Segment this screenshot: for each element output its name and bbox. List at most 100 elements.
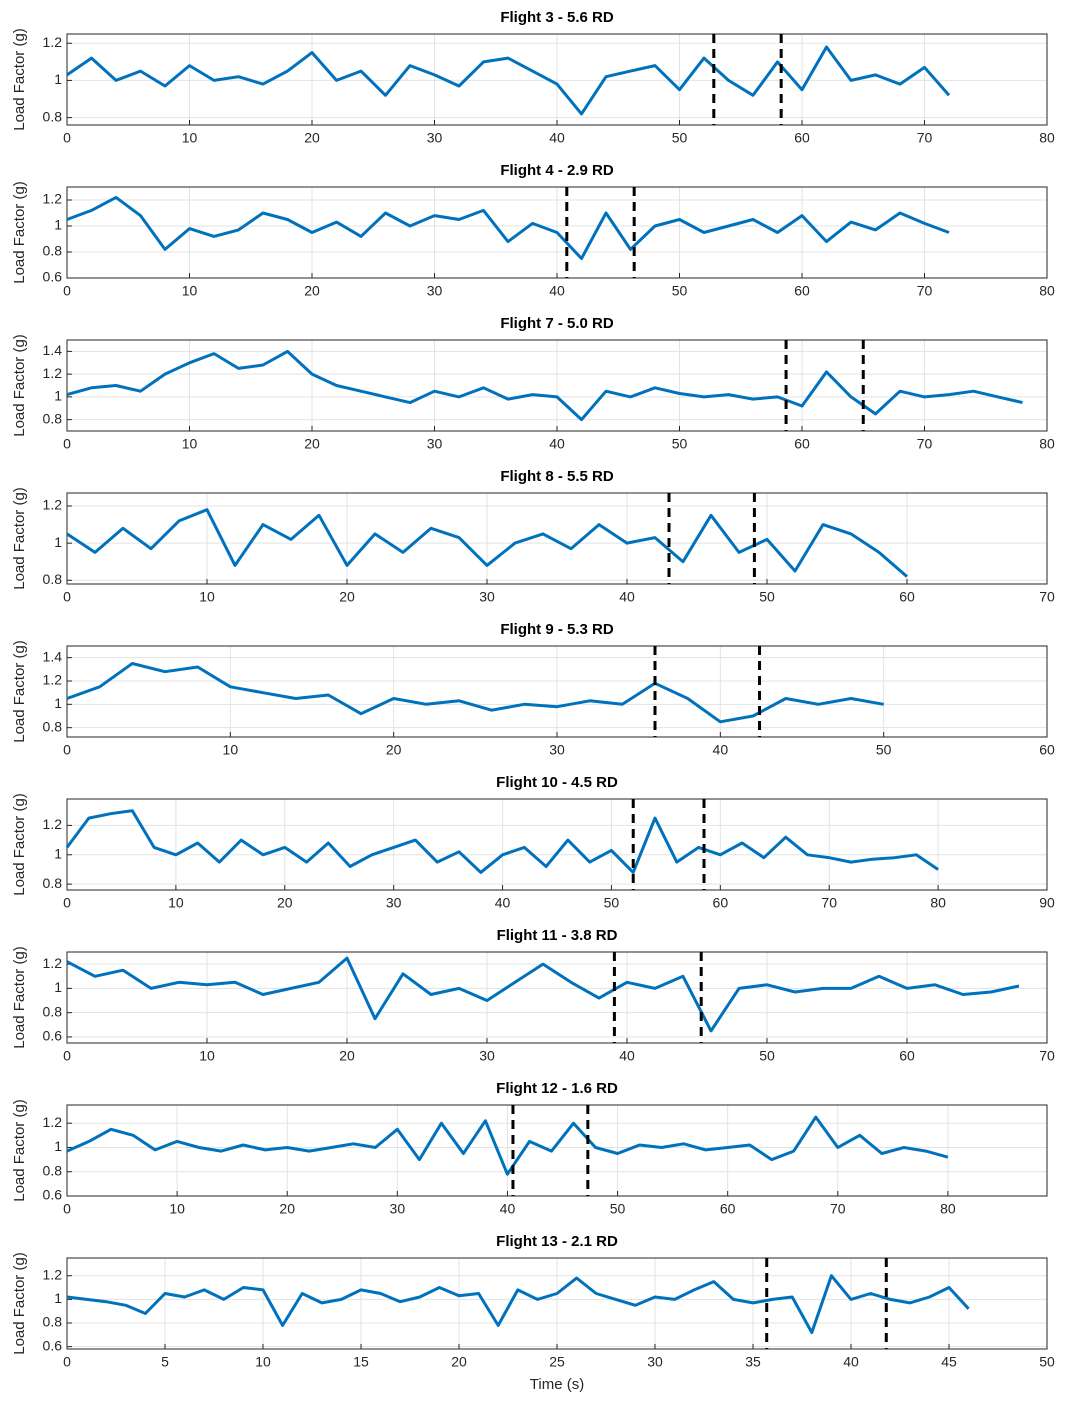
x-tick-label: 30	[647, 1354, 663, 1370]
x-tick-label: 20	[386, 742, 402, 758]
y-tick-label: 0.8	[43, 1003, 63, 1019]
x-tick-label: 70	[917, 436, 933, 452]
x-tick-label: 0	[63, 130, 71, 146]
x-tick-label: 0	[63, 742, 71, 758]
y-tick-label: 1.2	[43, 365, 63, 381]
x-tick-label: 20	[304, 283, 320, 299]
y-axis-label: Load Factor (g)	[11, 334, 28, 437]
y-axis-label: Load Factor (g)	[11, 28, 28, 131]
x-tick-label: 50	[610, 1201, 626, 1217]
data-line	[66, 508, 908, 578]
y-axis-label: Load Factor (g)	[11, 793, 28, 896]
y-tick-label: 0.8	[43, 875, 63, 891]
y-tick-label: 0.8	[43, 108, 63, 124]
x-tick-label: 15	[353, 1354, 369, 1370]
x-tick-label: 20	[339, 589, 355, 605]
x-tick-label: 10	[199, 589, 215, 605]
y-tick-label: 1.2	[43, 816, 63, 832]
x-tick-label: 30	[479, 589, 495, 605]
x-tick-label: 20	[304, 436, 320, 452]
data-line	[66, 45, 951, 116]
y-tick-label: 1	[54, 534, 62, 550]
x-tick-label: 25	[549, 1354, 565, 1370]
x-tick-label: 60	[899, 1048, 915, 1064]
x-tick-label: 40	[500, 1201, 516, 1217]
axes-box	[66, 951, 1048, 1044]
y-tick-label: 1.2	[43, 34, 63, 50]
y-tick-label: 0.6	[43, 269, 63, 285]
x-tick-label: 80	[1039, 436, 1055, 452]
y-tick-label: 1.2	[43, 955, 63, 971]
y-tick-label: 1.2	[43, 1266, 63, 1282]
y-tick-label: 0.8	[43, 243, 63, 259]
y-tick-label: 1	[54, 695, 62, 711]
y-tick-label: 1	[54, 1290, 62, 1306]
x-tick-label: 10	[168, 895, 184, 911]
y-axis-label: Load Factor (g)	[11, 1252, 28, 1355]
chart-title: Flight 4 - 2.9 RD	[500, 162, 614, 179]
x-tick-label: 50	[672, 436, 688, 452]
axes-box	[66, 798, 1048, 891]
x-tick-label: 10	[199, 1048, 215, 1064]
y-tick-label: 0.8	[43, 1162, 63, 1178]
x-tick-label: 70	[1039, 1048, 1055, 1064]
chart-title: Flight 3 - 5.6 RD	[500, 9, 614, 26]
x-tick-label: 30	[479, 1048, 495, 1064]
x-tick-label: 50	[876, 742, 892, 758]
chart-title: Flight 8 - 5.5 RD	[500, 468, 614, 485]
x-tick-label: 20	[277, 895, 293, 911]
y-tick-label: 1	[54, 1138, 62, 1154]
x-tick-label: 80	[930, 895, 946, 911]
data-line	[66, 956, 1020, 1033]
x-tick-label: 45	[941, 1354, 957, 1370]
chart-title: Flight 13 - 2.1 RD	[496, 1233, 618, 1250]
data-line	[66, 1115, 949, 1176]
x-tick-label: 20	[451, 1354, 467, 1370]
x-tick-label: 80	[1039, 283, 1055, 299]
y-tick-label: 0.8	[43, 718, 63, 734]
y-tick-label: 1.4	[43, 648, 63, 664]
x-tick-label: 0	[63, 1354, 71, 1370]
y-tick-label: 1.2	[43, 1114, 63, 1130]
y-tick-label: 1	[54, 217, 62, 233]
y-tick-label: 1	[54, 979, 62, 995]
x-tick-label: 60	[794, 130, 810, 146]
x-tick-label: 70	[917, 130, 933, 146]
y-axis-label: Load Factor (g)	[11, 1099, 28, 1202]
x-tick-label: 70	[830, 1201, 846, 1217]
x-tick-label: 0	[63, 283, 71, 299]
x-tick-label: 0	[63, 436, 71, 452]
x-tick-label: 10	[169, 1201, 185, 1217]
x-tick-label: 60	[713, 895, 729, 911]
x-tick-label: 60	[899, 589, 915, 605]
x-tick-label: 70	[917, 283, 933, 299]
y-tick-label: 0.6	[43, 1337, 63, 1353]
y-tick-label: 0.6	[43, 1187, 63, 1203]
y-tick-label: 1	[54, 388, 62, 404]
x-tick-label: 30	[386, 895, 402, 911]
y-tick-label: 1	[54, 845, 62, 861]
x-tick-label: 70	[1039, 589, 1055, 605]
data-line	[66, 195, 950, 260]
x-tick-label: 10	[182, 130, 198, 146]
y-tick-label: 1.2	[43, 497, 63, 513]
x-tick-label: 40	[549, 130, 565, 146]
x-tick-label: 30	[549, 742, 565, 758]
x-tick-label: 40	[843, 1354, 859, 1370]
chart-title: Flight 10 - 4.5 RD	[496, 774, 618, 791]
chart-title: Flight 7 - 5.0 RD	[500, 315, 614, 332]
x-axis-label: Time (s)	[530, 1376, 584, 1393]
x-tick-label: 40	[713, 742, 729, 758]
x-tick-label: 90	[1039, 895, 1055, 911]
x-tick-label: 0	[63, 895, 71, 911]
data-line	[65, 809, 939, 874]
y-axis-label: Load Factor (g)	[11, 946, 28, 1049]
x-tick-label: 40	[619, 589, 635, 605]
x-tick-label: 40	[549, 436, 565, 452]
x-tick-label: 50	[759, 589, 775, 605]
x-tick-label: 20	[304, 130, 320, 146]
y-tick-label: 0.8	[43, 571, 63, 587]
x-tick-label: 80	[940, 1201, 956, 1217]
x-tick-label: 30	[427, 436, 443, 452]
x-tick-label: 60	[1039, 742, 1055, 758]
